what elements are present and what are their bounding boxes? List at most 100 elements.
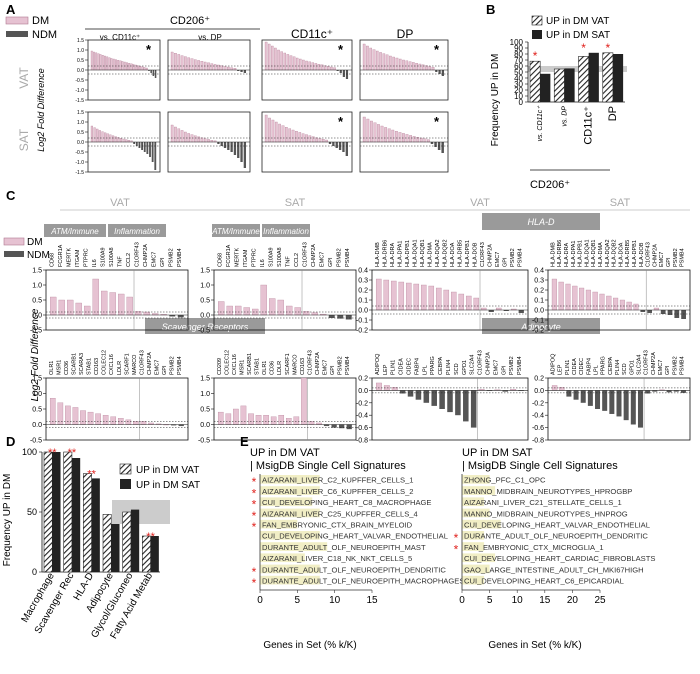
panel-c-bar [95,413,101,425]
panel-a-bar [190,134,194,143]
legend-ndm-label-a: NDM [32,29,57,41]
panel-e-row-label: CUI_DEVELOPING_HEART_C6_EPICARDIAL [464,577,624,586]
panel-a-bar [311,62,315,71]
panel-c-ytick-label: -0.1 [532,318,544,325]
panel-a-ytick-label: -1.5 [75,98,84,104]
panel-a-bar [177,54,181,71]
panel-c-gene-label: TNF [117,256,123,267]
panel-c-ytick-label: -0.1 [356,318,368,325]
panel-a-star: * [434,114,440,129]
panel-c-bar [415,390,422,400]
panel-a-bar [271,45,274,71]
box-inflammation-sat-label: Inflammation [263,227,309,236]
panel-c-gene-label: PLIN1 [391,360,397,375]
panel-a-bar [323,65,327,71]
panel-e-row-label: AIZARANI_LIVER_C2_KUPFFER_CELLS_1 [262,476,414,485]
panel-c-ytick-label: 0.5 [32,407,42,414]
panel-b-ytick-label: 50 [514,68,523,77]
panel-d-bar-sat [71,458,81,572]
panel-label-b: B [486,2,495,17]
panel-d-ylabel: Frequency UP in DM [2,474,13,567]
panel-e-row-label: MANNO_MIDBRAIN_NEUROTYPES_HPROGBP [464,487,632,496]
panel-a-bar [203,138,207,143]
panel-c-gene-label: HLA-DQA2 [435,239,441,267]
legend-sat-swatch-b [532,30,542,39]
panel-c-gene-label: HLA-DOB [639,242,645,267]
box-atm-immune-vat [44,224,106,237]
panel-c-gene-label: CHMP2A [147,352,153,375]
panel-e-xtick-label: 0 [257,595,263,606]
panel-a-bar [99,54,102,71]
panel-c-gene-label: STAB1 [87,358,93,375]
panel-c-bar [616,390,622,417]
legend-ndm-swatch-c [4,251,24,257]
panel-c-gene-label: HLA-DQB1 [420,239,426,267]
panel-c-gene-label: CD209 [217,358,223,375]
panel-c-gene-label: CHMP2A [143,244,149,267]
panel-a-bar [398,132,402,143]
panel-a-bar [427,139,430,143]
panel-c-bar [637,390,643,428]
panel-e-right-subtitle: | MsigDB Single Cell Signatures [462,460,618,472]
panel-a-bar [151,142,154,162]
panel-c-ytick-label: 0.0 [32,313,42,320]
panel-b-bar-vat [553,68,565,103]
panel-e-left-subtitle: | MsigDB Single Cell Signatures [250,460,406,472]
panel-c-gene-label: HLA-DRB5 [625,240,631,267]
panel-a-bar [174,53,177,71]
panel-c-gene-label: FCGR1A [58,244,64,267]
panel-e-bar [260,486,320,495]
panel-c-gene-label: C1ORF43 [478,350,484,375]
legend-dm-swatch-c [3,237,25,246]
panel-c-bar [630,390,636,425]
panel-e-bar [462,531,485,540]
panel-a-bar [308,135,312,143]
panel-c-gene-label: FCGR1A [226,244,232,267]
panel-c-col-sat-1: SAT [285,197,306,209]
panel-c-gene-label: PSMB4 [680,248,686,267]
panel-a-bar [220,142,223,146]
box-hla-d [482,213,600,230]
panel-a-bar [366,45,369,71]
panel-a-bar [109,134,112,143]
col-title-vs-cd11c: vs. CD11c⁺ [100,33,141,42]
panel-e-xtick-label: 25 [594,595,606,606]
panel-a-bar [93,127,96,143]
panel-e-row-label: GAO_LARGE_INTESTINE_ADULT_CH_MKI67HIGH [464,565,644,574]
panel-e-row-label: DURANTE_ADULT_OLF_NEUROEPITH_MACROPHAGES [262,577,464,586]
panel-a-bar [342,142,345,152]
panel-d-bar-sat [130,509,140,572]
panel-e-row-label: AIZARANI_LIVER_C18_NK_NKT_CELLS_5 [262,554,412,563]
panel-c-bar [102,415,109,425]
panel-a-bar [128,63,131,71]
panel-c-ytick-label: 0.0 [32,422,42,429]
panel-c-bar [311,312,318,316]
panel-e-row-label: ZHONG_PFC_C1_OPC [464,476,546,485]
panel-a-bar [93,51,95,71]
panel-a-bar [90,125,94,143]
panel-a-bar [154,70,157,78]
panel-b-bar-sat [564,68,575,102]
panel-c-gene-label: CIDEC [579,358,585,375]
panel-c-gene-label: GPI [160,257,166,267]
panel-c-bar [463,390,469,422]
panel-b-bar-sat [540,73,551,102]
panel-c-bar [177,315,184,318]
panel-c-gene-label: CHMP2A [311,244,317,267]
panel-e-bar [260,508,320,518]
panel-c-gene-label: CXCL16 [232,354,238,375]
panel-a-ytick-label: 1.5 [77,38,84,44]
panel-a-bar [335,142,338,148]
panel-a-bar [243,142,247,168]
panel-a-bar [392,56,395,71]
panel-e-bar [462,508,490,518]
panel-c-ytick-label: 0.3 [534,278,544,285]
panel-c-bar [169,315,176,317]
panel-a-bar [387,128,391,143]
panel-a-bar [289,55,293,71]
panel-c-gene-label: PLIN4 [446,360,452,375]
panel-a-bar [382,53,386,71]
panel-c-gene-label: CD68 [217,253,223,267]
panel-c-bar [126,296,133,316]
panel-c-bar [337,315,344,319]
